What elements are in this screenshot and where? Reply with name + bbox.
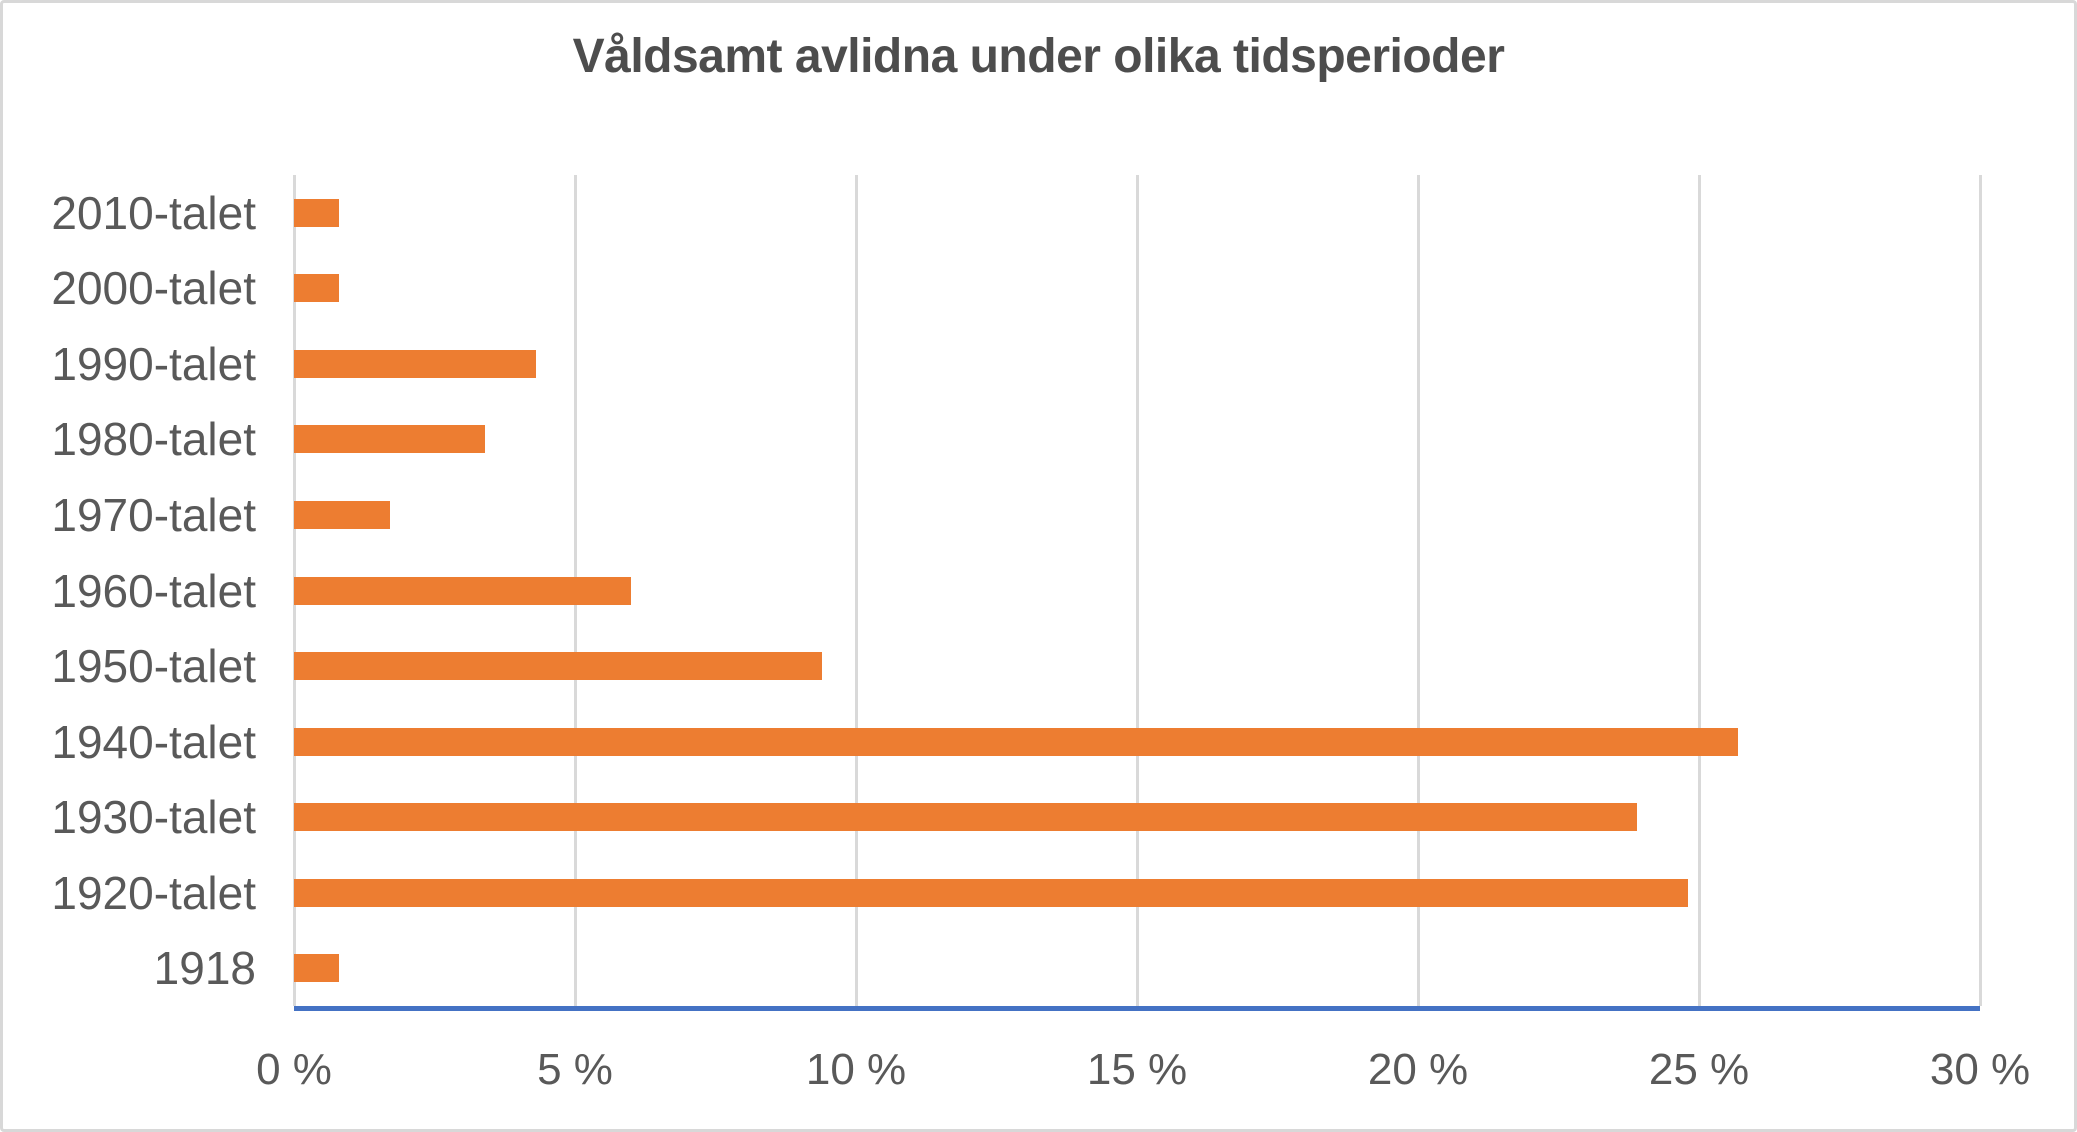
gridline-30 [1979, 175, 1982, 1006]
x-tick-label-20: 20 % [1367, 1045, 1469, 1094]
y-axis-category-labels: 2010-talet 2000-talet 1990-talet 1980-talet… [3, 175, 256, 1006]
gridline-20 [1417, 175, 1420, 1006]
bar-1940-talet [294, 727, 1739, 756]
bar-2010-talet [294, 198, 339, 227]
bar-1950-talet [294, 652, 823, 681]
x-tick-label-30: 30 % [1929, 1045, 2031, 1094]
bar-1930-talet [294, 803, 1638, 832]
bar-2000-talet [294, 274, 339, 303]
x-tick-label-10: 10 % [805, 1045, 907, 1094]
category-label-2010-talet: 2010-talet [51, 186, 256, 239]
category-label-1930-talet: 1930-talet [51, 791, 256, 844]
x-axis-line [294, 1006, 1980, 1011]
chart-title: Våldsamt avlidna under olika tidsperiode… [572, 30, 1505, 83]
category-label-1918: 1918 [153, 942, 256, 995]
gridline-15 [1136, 175, 1139, 1006]
x-tick-label-15: 15 % [1086, 1045, 1188, 1094]
bar-1980-talet [294, 425, 486, 454]
plot-area [293, 175, 1982, 1011]
category-label-1990-talet: 1990-talet [51, 337, 256, 390]
bar-1918 [294, 954, 339, 983]
bar-1920-talet [294, 878, 1688, 907]
category-label-1950-talet: 1950-talet [51, 640, 256, 693]
gridline-25 [1698, 175, 1701, 1006]
x-tick-label-25: 25 % [1648, 1045, 1750, 1094]
bar-1960-talet [294, 576, 632, 605]
category-label-1980-talet: 1980-talet [51, 413, 256, 466]
bar-1970-talet [294, 500, 390, 529]
x-tick-label-0: 0 % [256, 1045, 332, 1094]
category-label-1970-talet: 1970-talet [51, 488, 256, 541]
bar-1990-talet [294, 349, 536, 378]
category-label-1960-talet: 1960-talet [51, 564, 256, 617]
category-label-2000-talet: 2000-talet [51, 262, 256, 315]
gridline-10 [855, 175, 858, 1006]
category-label-1920-talet: 1920-talet [51, 866, 256, 919]
x-tick-label-5: 5 % [537, 1045, 613, 1094]
x-axis-tick-labels: 0 % 5 % 10 % 15 % 20 % 25 % 30 % [3, 1045, 2074, 1105]
category-label-1940-talet: 1940-talet [51, 715, 256, 768]
